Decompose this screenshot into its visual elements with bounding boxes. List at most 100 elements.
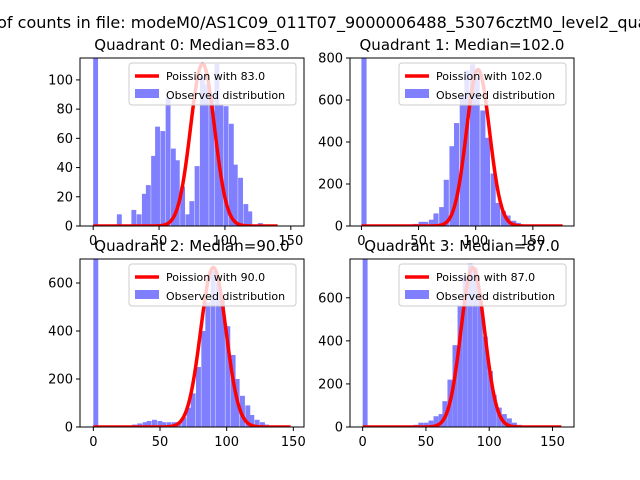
histogram-bar: [174, 160, 180, 226]
y-tick-label: 200: [318, 377, 343, 392]
histogram-bar: [166, 422, 172, 427]
histogram-bar: [196, 367, 201, 427]
histogram-bar: [467, 263, 473, 427]
x-tick-label: 50: [152, 435, 169, 450]
histogram-bar: [243, 204, 249, 226]
histogram-bar: [116, 214, 122, 226]
histogram-bar: [423, 422, 429, 427]
x-tick-label: 50: [418, 435, 435, 450]
histogram-bar: [232, 164, 238, 226]
legend-observed-swatch: [405, 89, 429, 98]
histogram-bar: [157, 421, 163, 427]
legend-poisson-label: Poission with 87.0: [436, 271, 535, 284]
histogram-bar: [418, 422, 424, 427]
histogram-bar: [161, 422, 167, 427]
histogram-bar: [500, 211, 506, 226]
y-tick-label: 0: [335, 421, 343, 436]
histogram-bar: [472, 267, 478, 427]
x-tick-label: 100: [213, 234, 238, 249]
legend-observed-swatch: [135, 89, 159, 98]
histogram-bar: [181, 417, 187, 427]
panel-title: Quadrant 2: Median=90.0: [94, 237, 289, 255]
histogram-bar: [194, 166, 200, 226]
histogram-bar: [210, 271, 216, 427]
histogram-bar: [439, 207, 445, 226]
poisson-curve: [361, 265, 563, 427]
panel-title: Quadrant 1: Median=102.0: [360, 36, 565, 54]
histogram-bar: [225, 326, 231, 427]
legend-box: [398, 263, 567, 307]
histogram-bar: [433, 213, 439, 226]
y-tick-label: 600: [318, 291, 343, 306]
histogram-bar: [490, 173, 496, 226]
histogram-bar: [190, 393, 196, 427]
histogram-bar: [247, 211, 253, 226]
histogram-bar: [203, 84, 209, 226]
histogram-bar: [249, 415, 255, 427]
legend-poisson-label: Poission with 90.0: [166, 271, 265, 284]
histogram-bar: [457, 306, 463, 427]
histogram-bar: [155, 126, 160, 226]
histogram-bar: [152, 419, 157, 427]
legend-observed-label: Observed distribution: [166, 290, 285, 303]
histogram-bar: [205, 302, 211, 427]
y-tick-label: 100: [48, 73, 73, 88]
histogram-bar: [93, 58, 99, 226]
histogram-bar: [165, 97, 171, 226]
histogram-bar: [201, 331, 207, 427]
histogram-bar: [443, 179, 449, 226]
histogram-bar: [146, 421, 152, 427]
histogram-bar: [151, 155, 157, 226]
x-tick-label: 0: [359, 435, 367, 450]
x-tick-label: 0: [89, 234, 97, 249]
y-tick-label: 200: [318, 178, 343, 193]
histogram-bar: [245, 405, 251, 427]
histogram-bar: [254, 419, 260, 427]
y-tick-label: 400: [318, 334, 343, 349]
legend-observed-swatch: [135, 290, 159, 299]
y-tick-label: 200: [48, 373, 73, 388]
histogram-bar: [238, 177, 243, 226]
histogram-bar: [136, 214, 142, 226]
histogram-bar: [480, 110, 486, 226]
figure-title: Histograms of counts in file: modeM0/AS1…: [0, 13, 640, 33]
histogram-bar: [362, 259, 368, 427]
histogram-bar: [482, 336, 488, 427]
histogram-bar: [142, 422, 148, 427]
legend-observed-swatch: [405, 290, 429, 299]
histogram-bar: [464, 70, 470, 226]
y-tick-label: 80: [56, 103, 73, 118]
histogram-bar: [428, 420, 434, 427]
histogram-bar: [462, 276, 468, 427]
histogram-bar: [131, 209, 137, 226]
histogram-bar: [185, 214, 191, 226]
histogram-bar: [223, 106, 229, 226]
histogram-bar: [228, 123, 234, 226]
legend-poisson-label: Poission with 102.0: [436, 70, 542, 83]
panel-quadrant-1: 0 50 100 150 0 200 400 600 800 Poission with 102.…: [318, 36, 575, 249]
histogram-bar: [141, 193, 147, 226]
histogram-bar: [506, 418, 512, 427]
histogram-bar: [491, 394, 497, 427]
histogram-bar: [93, 259, 99, 427]
histogram-bar: [160, 131, 166, 226]
x-tick-label: 150: [540, 435, 565, 450]
x-tick-label: 100: [463, 234, 488, 249]
histogram-bar: [418, 221, 424, 226]
y-tick-label: 400: [48, 325, 73, 340]
histogram-bar: [170, 148, 176, 226]
histogram-bar: [260, 422, 265, 427]
histogram-bar: [484, 137, 490, 226]
panel-quadrant-2: 0 50 100 150 0 200 400 600 Poission with 90.0 Obs…: [48, 237, 306, 450]
legend-poisson-label: Poission with 83.0: [166, 70, 265, 83]
y-tick-label: 60: [56, 132, 73, 147]
legend-observed-label: Observed distribution: [436, 89, 555, 102]
histogram-bar: [230, 355, 236, 427]
panel-title: Quadrant 0: Median=83.0: [94, 36, 289, 54]
histogram-bar: [470, 64, 476, 226]
histogram-bar: [361, 58, 367, 226]
histogram-bar: [477, 293, 483, 427]
histogram-bar: [511, 422, 517, 427]
histogram-bar: [487, 371, 493, 427]
